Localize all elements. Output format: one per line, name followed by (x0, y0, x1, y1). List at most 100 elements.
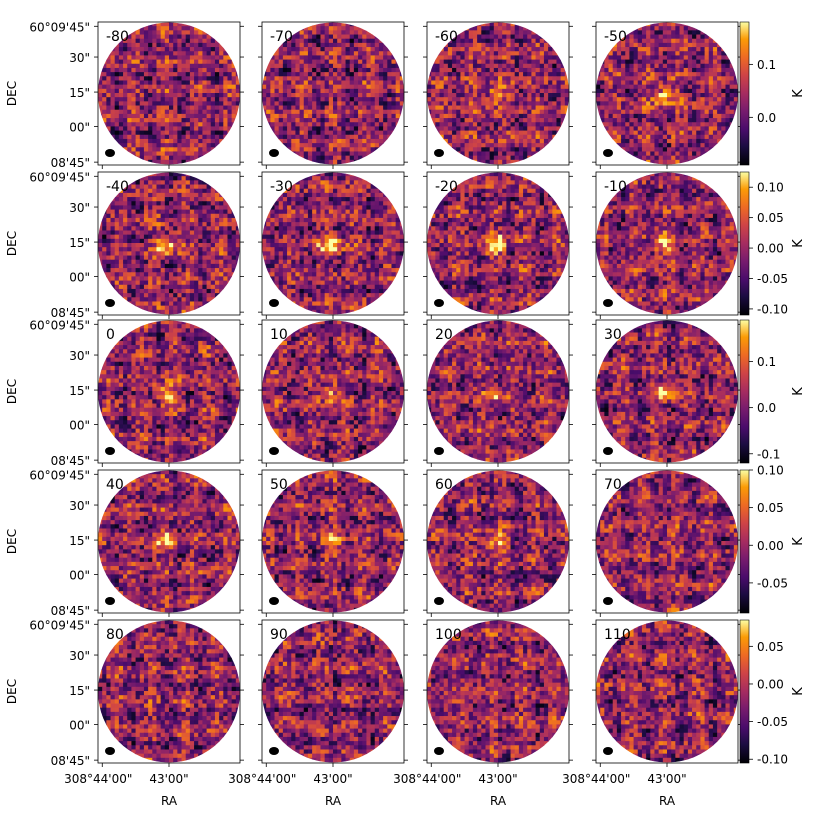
channel-panel: -70 (258, 21, 408, 169)
beam-marker (603, 299, 613, 307)
panel-image (262, 620, 404, 763)
y-tick-label: 15" (69, 236, 90, 250)
y-tick-label: 60°09'45" (29, 170, 90, 184)
y-tick-label: 15" (69, 384, 90, 398)
x-axis-label: RA (659, 794, 676, 808)
channel-panel: 70 (592, 469, 742, 617)
colorbar-tick-label: 0.05 (757, 501, 784, 515)
x-tick-label: 43'00" (149, 772, 188, 786)
channel-label: -30 (270, 179, 293, 195)
colorbar-label: K (791, 239, 806, 248)
channel-panel: 10 (258, 319, 408, 467)
x-axis-label: RA (325, 794, 342, 808)
channel-panel: -10 (592, 171, 742, 319)
colorbar-tick-label: 0.00 (757, 539, 784, 553)
beam-marker (269, 149, 279, 157)
y-tick-label: 08'45" (51, 156, 90, 170)
channel-label: -20 (435, 179, 458, 195)
y-tick-label: 30" (69, 201, 90, 215)
y-tick-label: 60°09'45" (29, 20, 90, 34)
colorbar-tick-label: 0.0 (757, 401, 776, 415)
y-tick-label: 30" (69, 51, 90, 65)
beam-marker (434, 299, 444, 307)
colorbar: 0.1 0.0 -0.1 K (739, 319, 806, 464)
y-tick-label: 15" (69, 534, 90, 548)
colorbar-tick-label: -0.10 (757, 753, 788, 767)
channel-panel: -30 (258, 171, 408, 319)
y-tick-label: 00" (69, 718, 90, 732)
colorbar-tick-label: 0.10 (757, 464, 784, 478)
channel-panel: -60 (423, 21, 573, 169)
colorbar-tick-label: 0.00 (757, 242, 784, 256)
beam-marker (105, 597, 115, 605)
x-axis-label: RA (161, 794, 178, 808)
channel-panel: -20 (423, 171, 573, 319)
y-tick-label: 60°09'45" (29, 468, 90, 482)
channel-label: -40 (106, 179, 129, 195)
channel-panel: 90 (258, 619, 408, 767)
beam-marker (105, 747, 115, 755)
panel-image (596, 470, 738, 613)
colorbar-tick-label: 0.1 (757, 58, 776, 72)
y-axis-label: DEC (5, 679, 19, 704)
panel-image (262, 22, 404, 165)
y-axis-label: DEC (5, 379, 19, 404)
y-tick-label: 30" (69, 499, 90, 513)
channel-panel: 30 (592, 319, 742, 467)
beam-marker (269, 447, 279, 455)
beam-marker (434, 747, 444, 755)
y-tick-label: 15" (69, 684, 90, 698)
channel-label: 90 (270, 627, 288, 643)
channel-label: 80 (106, 627, 124, 643)
colorbar-gradient (739, 21, 750, 166)
x-tick-label: 308°44'00" (562, 772, 630, 786)
channel-panel: -40 (94, 171, 244, 319)
x-axis-label: RA (490, 794, 507, 808)
colorbar-label: K (791, 387, 806, 396)
beam-marker (269, 299, 279, 307)
x-tick-label: 308°44'00" (228, 772, 296, 786)
y-tick-label: 08'45" (51, 754, 90, 768)
x-tick-label: 43'00" (313, 772, 352, 786)
channel-panel: 50 (258, 469, 408, 617)
y-tick-label: 08'45" (51, 306, 90, 320)
beam-marker (603, 597, 613, 605)
beam-marker (105, 149, 115, 157)
y-tick-label: 08'45" (51, 604, 90, 618)
colorbar-tick-label: 0.00 (757, 677, 784, 691)
colorbar-tick-label: 0.05 (757, 211, 784, 225)
colorbar: 0.1 0.0 K (739, 21, 806, 166)
beam-marker (603, 747, 613, 755)
panel-image (427, 470, 569, 613)
y-tick-label: 00" (69, 270, 90, 284)
channel-label: 40 (106, 477, 124, 493)
channel-panel: 80 (94, 619, 244, 767)
channel-label: 60 (435, 477, 453, 493)
colorbar: 0.10 0.05 0.00 -0.05 K (739, 464, 806, 614)
channel-label: -50 (604, 29, 627, 45)
y-tick-label: 60°09'45" (29, 618, 90, 632)
channel-label: 100 (435, 627, 462, 643)
colorbar-tick-label: 0.0 (757, 111, 776, 125)
channel-label: 20 (435, 327, 453, 343)
channel-panel: 110 (592, 619, 742, 767)
x-tick-label: 43'00" (478, 772, 517, 786)
y-tick-label: 30" (69, 349, 90, 363)
y-tick-label: 00" (69, 120, 90, 134)
x-tick-label: 308°44'00" (64, 772, 132, 786)
colorbar-tick-label: -0.1 (757, 447, 780, 461)
colorbar-tick-label: 0.1 (757, 355, 776, 369)
channel-panel: 20 (423, 319, 573, 467)
y-axis-label: DEC (5, 231, 19, 256)
panel-image (98, 22, 240, 165)
colorbar-gradient (739, 619, 750, 764)
channel-label: 50 (270, 477, 288, 493)
channel-label: 30 (604, 327, 622, 343)
y-tick-label: 00" (69, 568, 90, 582)
colorbar-tick-label: 0.10 (757, 181, 784, 195)
channel-label: -70 (270, 29, 293, 45)
beam-marker (603, 149, 613, 157)
panel-image (427, 320, 569, 463)
colorbar-tick-label: -0.05 (757, 272, 788, 286)
channel-label: 0 (106, 327, 115, 343)
